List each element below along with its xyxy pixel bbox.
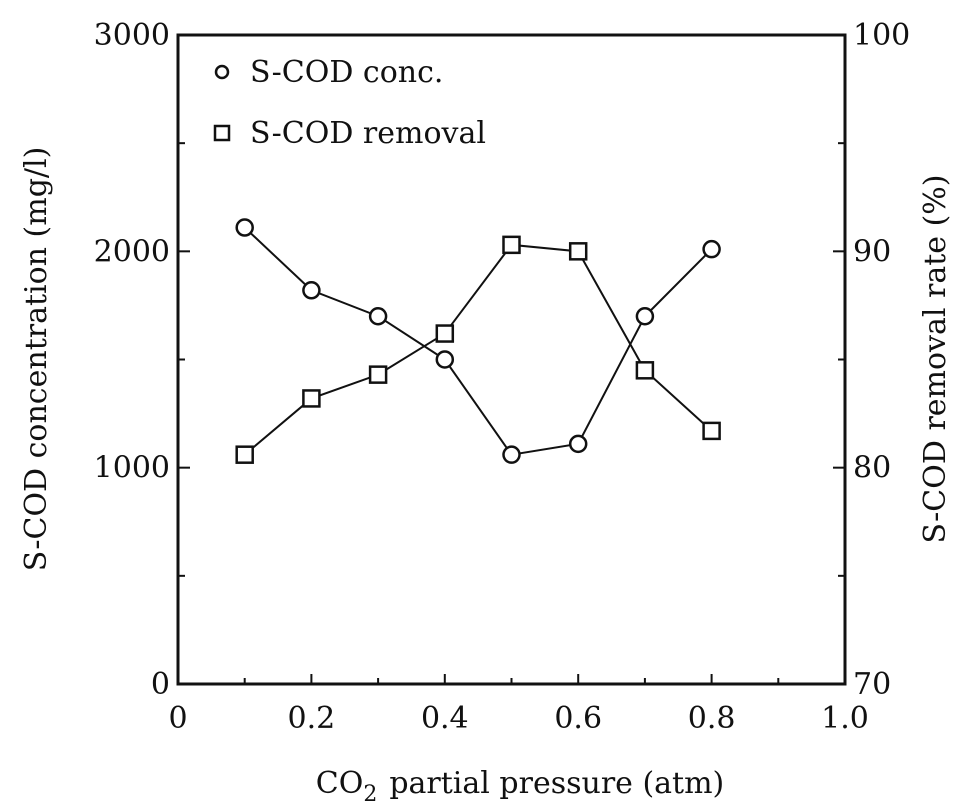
legend-label: S-COD conc. xyxy=(250,55,443,90)
square-marker xyxy=(235,445,254,464)
y-axis-right-title: S-COD removal rate (%) xyxy=(918,175,953,544)
x-tick-label: 0.6 xyxy=(554,701,602,736)
y-tick-label: 2000 xyxy=(94,234,170,269)
y-axis-right-ticks: 70 80 90 100 xyxy=(833,18,910,702)
y-axis-left-title: S-COD concentration (mg/l) xyxy=(19,147,54,572)
x-tick-label: 0.8 xyxy=(688,701,736,736)
square-marker xyxy=(502,235,521,255)
series-layer xyxy=(235,218,721,464)
circle-marker xyxy=(235,218,254,237)
circle-marker xyxy=(302,281,321,300)
square-marker xyxy=(702,421,721,441)
y-tick-label: 3000 xyxy=(94,18,170,53)
square-marker xyxy=(568,242,588,261)
square-marker xyxy=(368,365,388,384)
x-tick-label: 0.4 xyxy=(421,701,469,736)
circle-marker xyxy=(502,445,521,464)
circle-marker xyxy=(568,434,588,454)
x-tick-label: 0.2 xyxy=(288,701,336,736)
legend: S-COD conc. S-COD removal xyxy=(213,55,486,151)
circle-marker xyxy=(635,306,655,326)
x-tick-label: 1.0 xyxy=(821,701,869,736)
square-marker xyxy=(435,324,455,343)
y2-tick-label: 70 xyxy=(853,667,891,702)
x-axis-ticks: 0 0.2 0.4 0.6 0.8 1.0 xyxy=(168,674,869,736)
circle-series-line xyxy=(244,226,713,456)
y2-tick-label: 80 xyxy=(853,451,891,486)
square-series-line xyxy=(244,243,713,456)
circle-marker xyxy=(702,239,721,259)
square-marker xyxy=(635,361,655,380)
square-marker xyxy=(302,389,321,408)
y2-tick-label: 90 xyxy=(853,234,891,269)
y-axis-left-ticks: 0 1000 2000 3000 xyxy=(94,18,190,702)
circle-marker xyxy=(368,306,388,326)
x-axis-title: CO2 partial pressure (atm) xyxy=(316,766,725,806)
y-tick-label: 1000 xyxy=(94,451,170,486)
legend-circle-marker xyxy=(214,64,230,80)
y-tick-label: 0 xyxy=(151,667,170,702)
x-tick-label: 0 xyxy=(168,701,187,736)
circle-marker xyxy=(435,350,455,369)
legend-square-marker xyxy=(213,124,231,142)
y2-tick-label: 100 xyxy=(853,18,910,53)
legend-label: S-COD removal xyxy=(250,116,486,151)
